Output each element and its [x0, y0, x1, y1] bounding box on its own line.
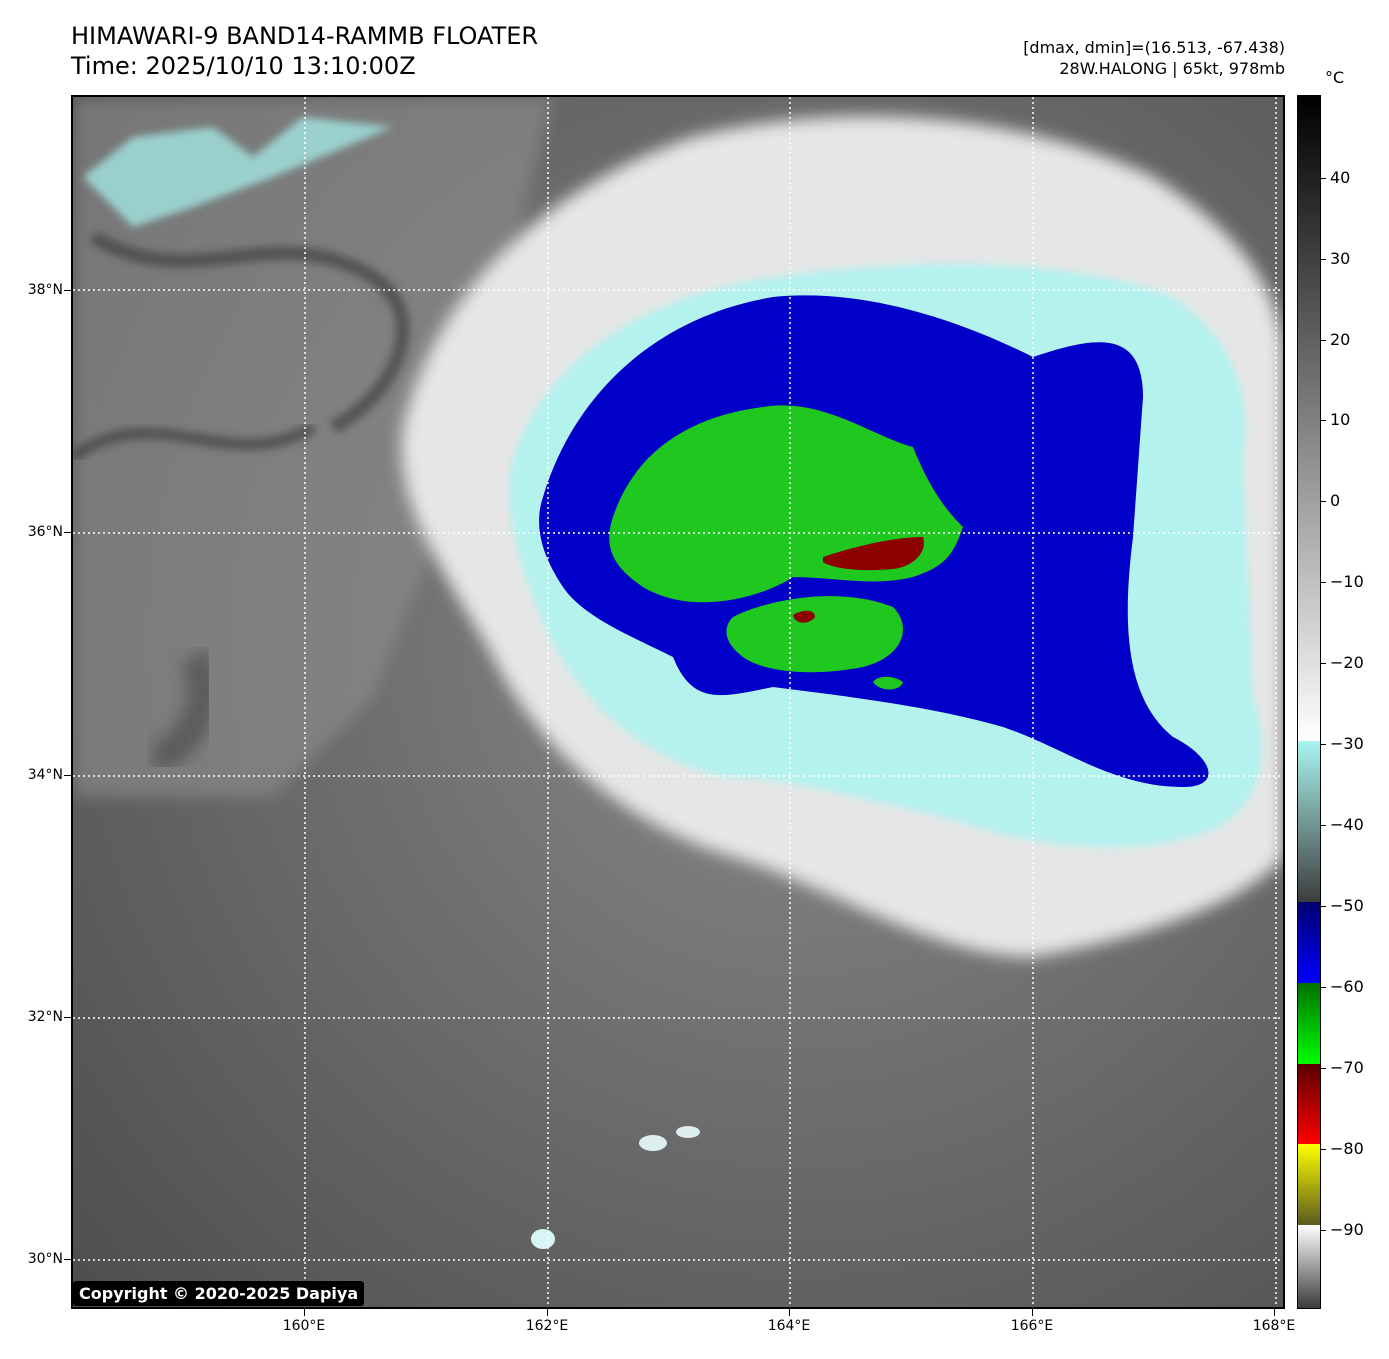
graticule: [73, 97, 1283, 1307]
colorbar-label: −50: [1330, 896, 1364, 915]
colorbar-label: 30: [1330, 249, 1351, 268]
bright-cloud-spot: [639, 1135, 667, 1151]
lat-label: 32°N: [27, 1009, 63, 1025]
lat-tick: [64, 1017, 71, 1018]
colorbar-gradient: [1298, 96, 1320, 1308]
copyright-badge: Copyright © 2020-2025 Dapiya: [73, 1281, 365, 1306]
colorbar-label: −40: [1330, 815, 1364, 834]
lat-label: 36°N: [27, 524, 63, 540]
colorbar-tick: [1321, 906, 1326, 907]
coldest-red-region: [793, 610, 815, 623]
lon-label: 162°E: [525, 1318, 569, 1334]
map-time: Time: 2025/10/10 13:10:00Z: [71, 52, 416, 80]
lat-label: 38°N: [27, 282, 63, 298]
colorbar-tick: [1321, 1230, 1326, 1231]
colorbar-tick: [1321, 420, 1326, 421]
lat-label: 34°N: [27, 767, 63, 783]
lat-label: 30°N: [27, 1251, 63, 1267]
colorbar-tick: [1321, 582, 1326, 583]
colorbar-label: −80: [1330, 1139, 1364, 1158]
colorbar-label: −20: [1330, 653, 1364, 672]
lon-tick: [304, 1309, 305, 1316]
map-title: HIMAWARI-9 BAND14-RAMMB FLOATER: [71, 22, 539, 50]
colorbar-label: 40: [1330, 168, 1351, 187]
storm-info-label: 28W.HALONG | 65kt, 978mb: [1059, 59, 1285, 78]
colorbar-label: −70: [1330, 1058, 1364, 1077]
lat-tick: [64, 775, 71, 776]
colorbar-tick: [1321, 501, 1326, 502]
colorbar-tick: [1321, 259, 1326, 260]
colorbar-tick: [1321, 825, 1326, 826]
lat-tick: [64, 290, 71, 291]
colorbar-label: −10: [1330, 572, 1364, 591]
lon-label: 168°E: [1252, 1318, 1296, 1334]
colorbar-tick: [1321, 178, 1326, 179]
coldest-red-region: [823, 537, 924, 571]
lon-tick: [1032, 1309, 1033, 1316]
colorbar-tick: [1321, 987, 1326, 988]
colorbar-tick: [1321, 340, 1326, 341]
colorbar: [1297, 95, 1321, 1309]
colorbar-unit: °C: [1325, 68, 1345, 87]
lon-tick: [1274, 1309, 1275, 1316]
dark-streak: [150, 648, 219, 772]
lat-tick: [64, 1259, 71, 1260]
colorbar-label: −30: [1330, 734, 1364, 753]
colorbar-label: −60: [1330, 977, 1364, 996]
colorbar-tick: [1321, 663, 1326, 664]
bright-cloud-spot: [531, 1229, 555, 1249]
lon-label: 166°E: [1010, 1318, 1054, 1334]
bright-cloud-spot: [676, 1126, 700, 1138]
dark-streak: [73, 421, 317, 462]
colorbar-tick: [1321, 1149, 1326, 1150]
colorbar-tick: [1321, 1068, 1326, 1069]
colorbar-label: 10: [1330, 410, 1351, 429]
data-range-label: [dmax, dmin]=(16.513, -67.438): [1023, 38, 1285, 57]
colorbar-label: 0: [1330, 491, 1341, 510]
upper-left-cloud-field: [73, 97, 553, 797]
lon-label: 164°E: [767, 1318, 811, 1334]
cold-cloud-patch: [83, 117, 393, 227]
lon-tick: [547, 1309, 548, 1316]
lat-tick: [64, 532, 71, 533]
satellite-imagery-svg: [73, 97, 1283, 1307]
dark-streak: [89, 230, 410, 434]
colder-green-region: [873, 676, 903, 690]
colorbar-label: −90: [1330, 1220, 1364, 1239]
colorbar-label: 20: [1330, 330, 1351, 349]
colder-green-region: [726, 596, 903, 673]
colorbar-tick: [1321, 744, 1326, 745]
lon-tick: [789, 1309, 790, 1316]
satellite-image[interactable]: [71, 95, 1285, 1309]
lon-label: 160°E: [282, 1318, 326, 1334]
